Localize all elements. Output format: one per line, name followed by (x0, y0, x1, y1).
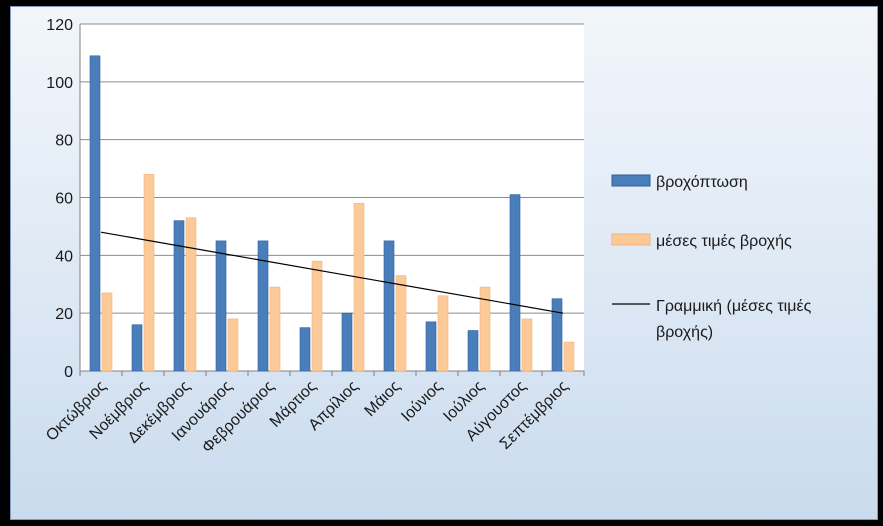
bar-average-rainfall (227, 318, 239, 372)
bar-average-rainfall (269, 286, 281, 372)
y-tick-label: 40 (55, 248, 73, 265)
y-tick-label: 20 (55, 306, 73, 323)
bar-average-rainfall (521, 318, 533, 372)
legend-label-average-rainfall: μέσες τιμές βροχής (656, 233, 792, 250)
y-tick-label: 100 (46, 75, 73, 92)
legend-label-trendline: Γραμμική (μέσες τιμές βροχής) (656, 298, 816, 341)
y-tick-label: 120 (46, 17, 73, 34)
bar-average-rainfall (101, 292, 113, 372)
y-tick-label: 0 (64, 364, 73, 381)
bar-rainfall (173, 220, 185, 372)
bar-average-rainfall (311, 260, 323, 372)
bar-rainfall (89, 55, 101, 372)
legend-label-rainfall: βροχόπτωση (656, 174, 748, 191)
trendline (100, 231, 564, 314)
bar-average-rainfall (479, 286, 491, 372)
bar-rainfall (425, 321, 437, 372)
bar-average-rainfall (563, 341, 575, 372)
bar-average-rainfall (437, 295, 449, 372)
y-tick-label: 80 (55, 133, 73, 150)
bar-rainfall (467, 330, 479, 372)
bar-average-rainfall (185, 217, 197, 372)
bar-average-rainfall (395, 275, 407, 372)
legend-swatch-rainfall (611, 174, 651, 187)
plot-area: 020406080100120ΟκτώβριοςΝοέμβριοςΔεκέμβρ… (43, 17, 585, 457)
bar-rainfall (551, 298, 563, 372)
bar-average-rainfall (143, 174, 155, 372)
bar-rainfall (215, 240, 227, 372)
legend: βροχόπτωση μέσες τιμές βροχής Γραμμική (… (611, 174, 816, 341)
y-tick-label: 60 (55, 191, 73, 208)
bar-rainfall (383, 240, 395, 372)
bar-rainfall (341, 312, 353, 372)
bar-rainfall (509, 194, 521, 372)
x-category-label: Ιούνιος (398, 378, 446, 426)
bar-rainfall (257, 240, 269, 372)
legend-swatch-average-rainfall (611, 233, 651, 246)
chart-frame: 0 20 40 60 80 100 120 Οκτώβριος Νοέμβριος Δεκέμβρ… (10, 6, 878, 520)
chart-canvas: 020406080100120ΟκτώβριοςΝοέμβριοςΔεκέμβρ… (43, 17, 816, 457)
bar-rainfall (299, 327, 311, 372)
bar-average-rainfall (353, 202, 365, 372)
bar-rainfall (131, 324, 143, 372)
